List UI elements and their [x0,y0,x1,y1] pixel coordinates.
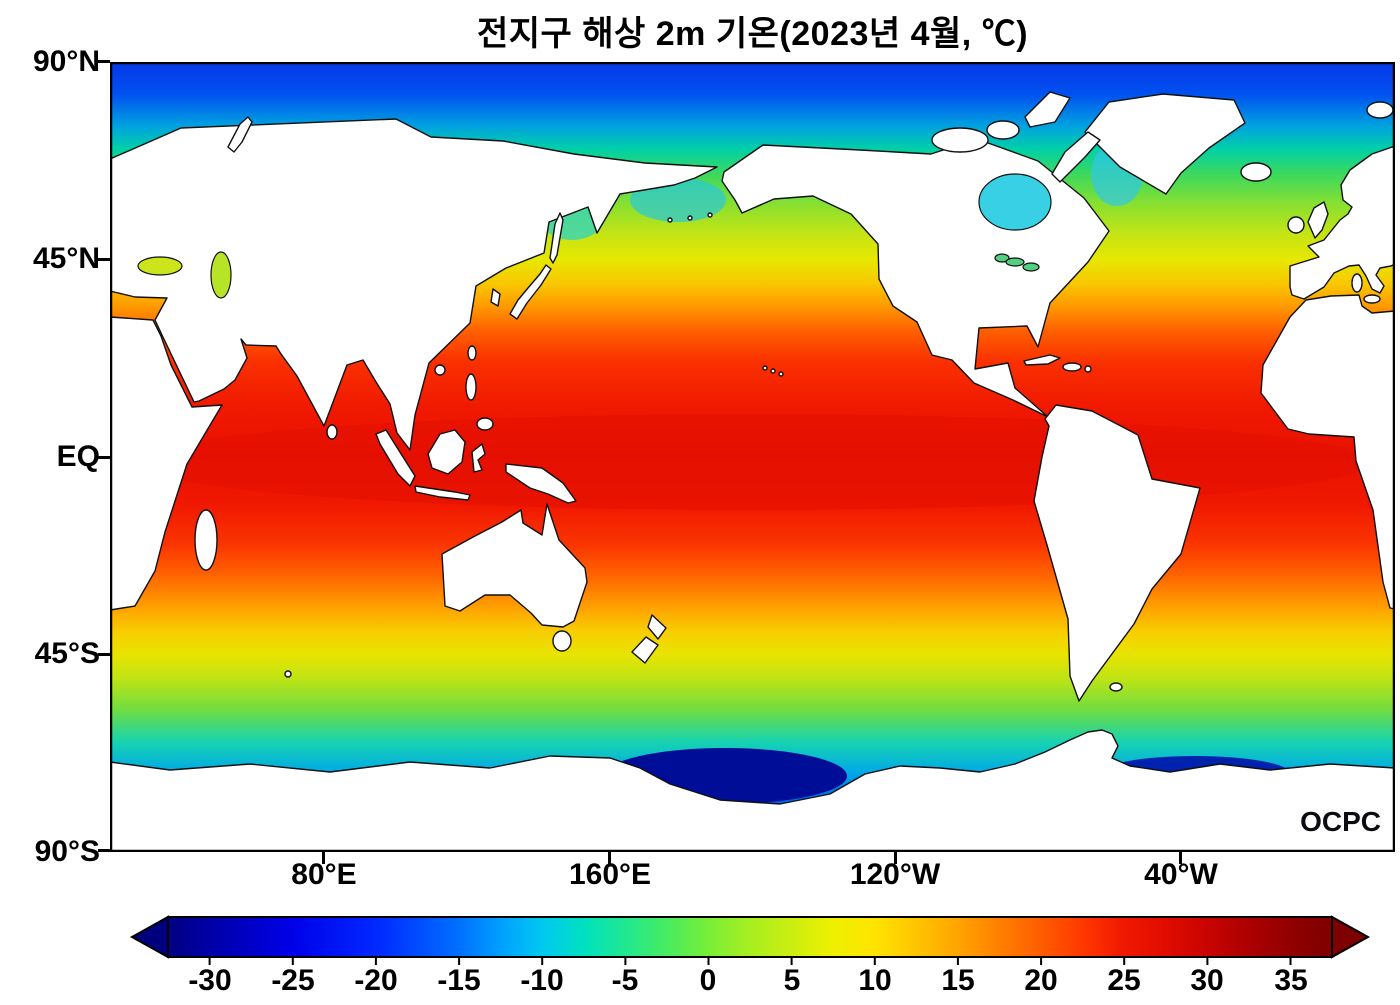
colorbar-right-arrow [1331,915,1371,959]
colorbar-tick-label: 0 [699,964,717,997]
island-sicily [1363,294,1381,304]
island-taiwan [467,345,477,361]
island-hawaii [778,371,784,377]
water-hudson-bay [978,173,1052,231]
water-caspian-sea [210,251,232,299]
figure-title: 전지구 해상 2m 기온(2023년 4월, ℃) [476,15,1029,53]
water-great-lake [994,253,1010,263]
lon-label-120w: 120°W [849,858,941,891]
lon-tick [322,852,325,864]
colorbar-tick-label: -20 [354,964,398,997]
colorbar-tick-label: -30 [188,964,232,997]
island-java [414,485,471,501]
colorbar-tick-label: -10 [520,964,564,997]
water-great-lake [1022,262,1040,272]
landmass-europe-east-edge [1289,145,1395,300]
peninsula-korea [490,288,501,307]
island-tasmania [552,630,572,652]
lon-tick [894,852,897,864]
island-madagascar [194,509,218,571]
island-hawaii [770,368,776,374]
water-great-lake [1005,257,1025,267]
island-mindanao [476,417,494,431]
lat-tick [98,60,110,63]
colorbar-svg [129,915,1371,965]
island-new-zealand-south [631,636,659,664]
world-map-svg [110,62,1395,852]
colorbar-tick-label: 15 [941,964,975,997]
island-cuba [1023,354,1061,366]
lat-tick [98,849,110,852]
lon-tick [608,852,611,864]
lat-tick [98,456,110,459]
lon-label-40w: 40°W [1144,858,1218,891]
landmass-south-america [1033,404,1201,702]
lat-label-90s: 90°S [34,835,100,868]
colorbar-tick-label: -5 [611,964,639,997]
island-new-zealand-north [647,614,667,640]
island-puerto-rico [1084,365,1092,373]
colorbar-left-arrow [129,915,169,959]
colorbar-gradient [167,916,1333,958]
lon-label-160e: 160°E [568,858,652,891]
island-japan [509,264,552,320]
lat-label-45s: 45°S [34,637,100,670]
island-sumatra [375,429,416,487]
map-plot: OCPC [110,62,1395,852]
landmass-nw-africa-east-edge [1260,294,1395,610]
landmass-africa-west-edge [110,316,223,611]
colorbar-tick-label: 10 [858,964,892,997]
colorbar-tick-label: 20 [1024,964,1058,997]
island-iceland [1240,162,1272,182]
island-sri-lanka [326,424,338,440]
island-novaya-zemlya [227,116,253,153]
lat-tick [98,653,110,656]
island-great-britain [1307,201,1329,239]
watermark-ocpc: OCPC [1300,806,1381,837]
colorbar-tick-label: 35 [1274,964,1308,997]
lon-label-80e: 80°E [291,858,357,891]
island-arctic-canada [986,120,1020,140]
lat-label-90n: 90°N [32,45,100,78]
lat-label-eq: EQ [56,440,100,473]
landmass-australia [441,503,588,628]
island-ireland [1287,216,1305,234]
colorbar [0,914,1400,970]
island-svalbard [1366,101,1394,119]
colorbar-tick-label: -15 [437,964,481,997]
island-sulawesi [471,443,486,473]
lat-label-45n: 45°N [32,242,100,275]
landmass-antarctica [110,729,1395,852]
island-sakhalin [549,212,564,264]
colorbar-ticks [208,957,1292,965]
island-ellesmere [1024,91,1071,128]
colorbar-tick-label: 30 [1190,964,1224,997]
colorbar-tick-label: -25 [271,964,315,997]
island-hispaniola [1062,362,1082,372]
lat-tick [98,258,110,261]
island-kerguelen [284,670,292,678]
island-luzon [465,373,477,401]
island-hawaii [762,365,768,371]
island-falklands [1109,682,1123,692]
island-new-guinea [505,463,577,504]
colorbar-tick-label: 25 [1107,964,1141,997]
island-borneo [427,429,466,475]
island-hainan [434,364,446,376]
water-black-sea [137,256,183,276]
landmass-eurasia [110,118,718,451]
landmass-greenland [1084,93,1246,195]
island-aleutian [707,212,713,218]
lon-tick [1179,852,1182,864]
island-baffin [1051,131,1101,183]
island-aleutian [687,215,693,221]
colorbar-tick-label: 5 [783,964,801,997]
map-frame [110,62,1395,852]
island-sardinia [1351,273,1363,293]
island-victoria [931,127,989,153]
island-aleutian [667,217,673,223]
